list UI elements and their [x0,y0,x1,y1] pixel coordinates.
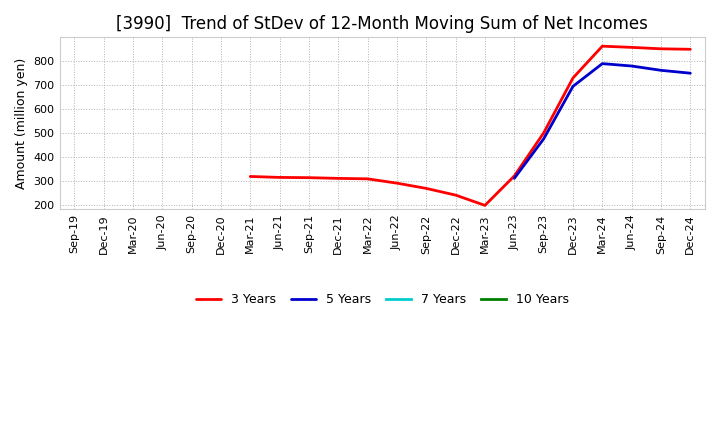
3 Years [539,130,548,136]
5 Years [569,84,577,89]
3 Years [657,46,665,51]
3 Years [246,174,255,179]
Title: [3990]  Trend of StDev of 12-Month Moving Sum of Net Incomes: [3990] Trend of StDev of 12-Month Moving… [117,15,648,33]
5 Years [627,63,636,69]
3 Years [627,45,636,50]
3 Years [569,75,577,81]
3 Years [598,44,607,49]
3 Years [334,176,343,181]
3 Years [686,47,695,52]
5 Years [686,70,695,76]
5 Years [598,61,607,66]
3 Years [305,175,313,180]
Legend: 3 Years, 5 Years, 7 Years, 10 Years: 3 Years, 5 Years, 7 Years, 10 Years [191,288,574,311]
5 Years [657,68,665,73]
Line: 5 Years: 5 Years [514,64,690,178]
3 Years [422,186,431,191]
3 Years [392,180,401,186]
3 Years [275,175,284,180]
5 Years [510,176,518,181]
Line: 3 Years: 3 Years [251,46,690,205]
3 Years [451,192,460,198]
3 Years [481,203,490,208]
3 Years [510,173,518,179]
3 Years [364,176,372,181]
Y-axis label: Amount (million yen): Amount (million yen) [15,58,28,189]
5 Years [539,136,548,142]
